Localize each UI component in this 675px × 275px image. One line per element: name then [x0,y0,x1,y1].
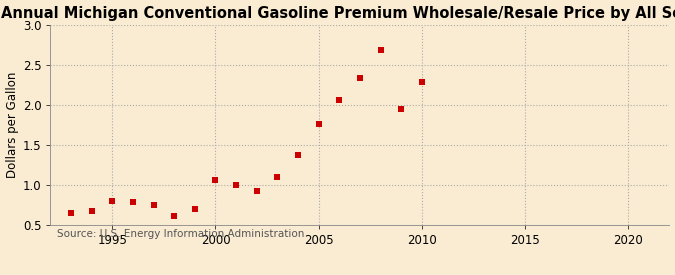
Point [396,107,406,111]
Text: Source: U.S. Energy Information Administration: Source: U.S. Energy Information Administ… [57,229,304,240]
Point [251,189,262,193]
Point [334,98,345,102]
Point [292,153,303,157]
Point [231,183,242,188]
Point [107,198,117,203]
Point [354,76,365,81]
Point [416,79,427,84]
Point [375,48,386,53]
Point [210,178,221,183]
Point [148,202,159,207]
Point [190,207,200,211]
Point [313,122,324,126]
Point [272,175,283,179]
Point [86,209,97,213]
Point [65,211,76,216]
Title: Annual Michigan Conventional Gasoline Premium Wholesale/Resale Price by All Sell: Annual Michigan Conventional Gasoline Pr… [1,6,675,21]
Point [169,214,180,218]
Y-axis label: Dollars per Gallon: Dollars per Gallon [5,72,18,178]
Point [128,200,138,204]
